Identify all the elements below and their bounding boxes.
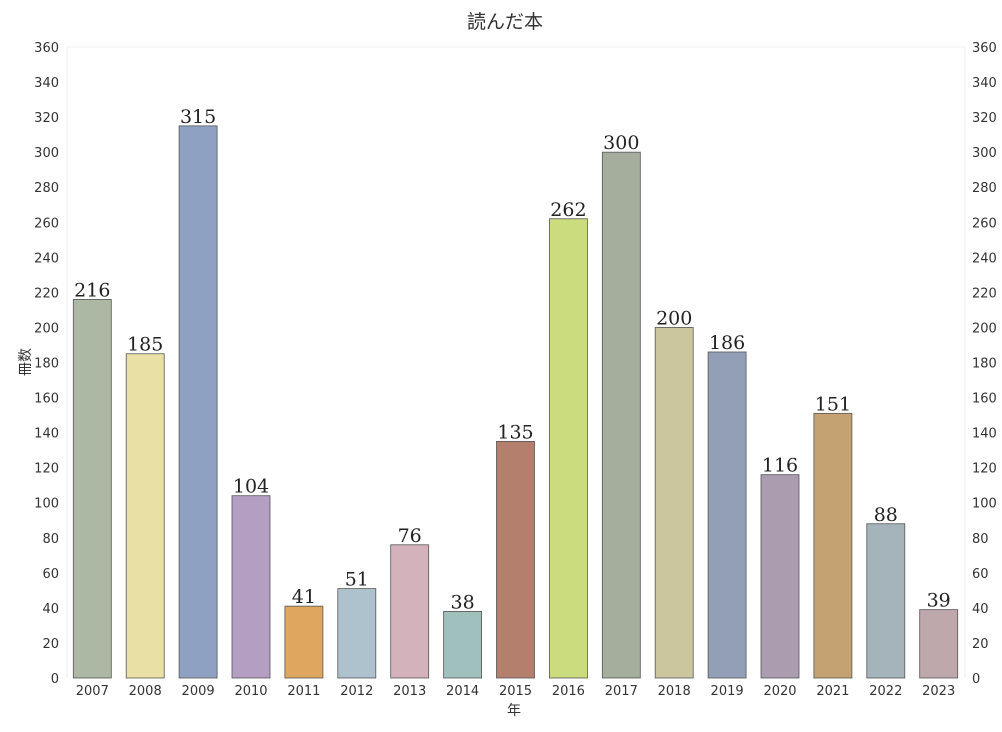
x-tick-label-2008: 2008 — [129, 684, 162, 699]
y-tick-label-left: 180 — [34, 357, 59, 372]
data-label-2016: 262 — [550, 199, 586, 221]
y-tick-label-right: 60 — [972, 567, 989, 582]
data-label-2015: 135 — [497, 421, 533, 443]
y-tick-label-left: 200 — [34, 321, 59, 336]
data-label-2008: 185 — [127, 334, 163, 356]
y-tick-label-right: 120 — [972, 462, 997, 477]
y-tick-label-right: 0 — [972, 672, 980, 687]
x-tick-label-2009: 2009 — [182, 684, 215, 699]
y-tick-label-right: 360 — [972, 41, 997, 56]
bar-2015 — [496, 440, 535, 679]
x-tick-label-2017: 2017 — [605, 684, 638, 699]
y-tick-label-left: 320 — [34, 111, 59, 126]
data-label-2013: 76 — [398, 525, 422, 547]
y-tick-label-right: 240 — [972, 251, 997, 266]
y-tick-label-left: 40 — [42, 602, 59, 617]
y-tick-label-right: 160 — [972, 392, 997, 407]
x-tick-label-2016: 2016 — [552, 684, 585, 699]
bar-2019 — [707, 351, 747, 679]
bar-2013 — [390, 544, 430, 679]
x-tick-label-2023: 2023 — [922, 684, 955, 699]
y-tick-label-right: 20 — [972, 637, 989, 652]
y-tick-label-left: 300 — [34, 146, 59, 161]
bar-2017 — [601, 151, 641, 679]
y-tick-label-left: 240 — [34, 251, 59, 266]
x-axis-title: 年 — [507, 703, 521, 719]
y-tick-label-left: 140 — [34, 427, 59, 442]
y-tick-label-right: 140 — [972, 427, 997, 442]
bar-2021 — [813, 412, 853, 679]
y-tick-label-left: 340 — [34, 76, 59, 91]
y-tick-label-left: 0 — [51, 672, 59, 687]
x-tick-label-2021: 2021 — [816, 684, 849, 699]
x-tick-label-2013: 2013 — [393, 684, 426, 699]
bar-2012 — [337, 588, 377, 679]
data-label-2010: 104 — [233, 476, 269, 498]
data-label-2009: 315 — [180, 106, 216, 128]
x-tick-label-2012: 2012 — [340, 684, 373, 699]
data-label-2018: 200 — [656, 307, 692, 329]
y-tick-label-left: 280 — [34, 181, 59, 196]
bar-2008 — [125, 353, 165, 679]
y-tick-label-left: 80 — [42, 532, 59, 547]
y-tick-label-right: 280 — [972, 181, 997, 196]
y-tick-label-right: 220 — [972, 286, 997, 301]
y-tick-label-left: 60 — [42, 567, 59, 582]
data-label-2007: 216 — [74, 279, 110, 301]
y-tick-label-right: 80 — [972, 532, 989, 547]
y-axis-title: 冊数 — [18, 348, 34, 376]
x-tick-label-2022: 2022 — [869, 684, 902, 699]
bar-2007 — [72, 298, 112, 679]
data-label-2014: 38 — [451, 591, 475, 613]
data-label-2017: 300 — [603, 132, 639, 154]
x-tick-label-2010: 2010 — [234, 684, 267, 699]
y-tick-label-left: 20 — [42, 637, 59, 652]
y-tick-label-right: 40 — [972, 602, 989, 617]
chart-title: 読んだ本 — [467, 11, 543, 33]
y-tick-label-left: 100 — [34, 497, 59, 512]
y-tick-label-right: 100 — [972, 497, 997, 512]
bar-2018 — [654, 327, 694, 679]
data-label-2020: 116 — [762, 455, 798, 477]
bar-2023 — [919, 609, 959, 679]
data-label-2021: 151 — [815, 393, 851, 415]
y-tick-label-left: 360 — [34, 41, 59, 56]
y-tick-label-left: 160 — [34, 392, 59, 407]
bar-2009 — [178, 125, 218, 679]
y-tick-label-right: 200 — [972, 321, 997, 336]
bar-2011 — [284, 605, 324, 679]
y-tick-label-left: 120 — [34, 462, 59, 477]
bar-2014 — [443, 610, 483, 679]
bar-2010 — [231, 495, 271, 679]
data-label-2019: 186 — [709, 332, 745, 354]
bar-2016 — [549, 218, 588, 679]
data-label-2012: 51 — [345, 569, 369, 591]
x-tick-label-2007: 2007 — [76, 684, 109, 699]
x-tick-label-2011: 2011 — [287, 684, 320, 699]
y-tick-label-left: 220 — [34, 286, 59, 301]
y-tick-label-left: 260 — [34, 216, 59, 231]
y-tick-label-right: 320 — [972, 111, 997, 126]
y-tick-label-right: 180 — [972, 357, 997, 372]
bar-2020 — [760, 474, 800, 679]
y-tick-label-right: 300 — [972, 146, 997, 161]
x-tick-label-2014: 2014 — [446, 684, 479, 699]
x-tick-label-2015: 2015 — [499, 684, 532, 699]
data-label-2011: 41 — [292, 586, 316, 608]
x-tick-label-2018: 2018 — [658, 684, 691, 699]
data-label-2023: 39 — [927, 590, 951, 612]
x-tick-label-2020: 2020 — [763, 684, 796, 699]
bar-2022 — [866, 523, 906, 679]
y-tick-label-right: 340 — [972, 76, 997, 91]
data-label-2022: 88 — [874, 504, 898, 526]
y-tick-label-right: 260 — [972, 216, 997, 231]
x-tick-label-2019: 2019 — [711, 684, 744, 699]
